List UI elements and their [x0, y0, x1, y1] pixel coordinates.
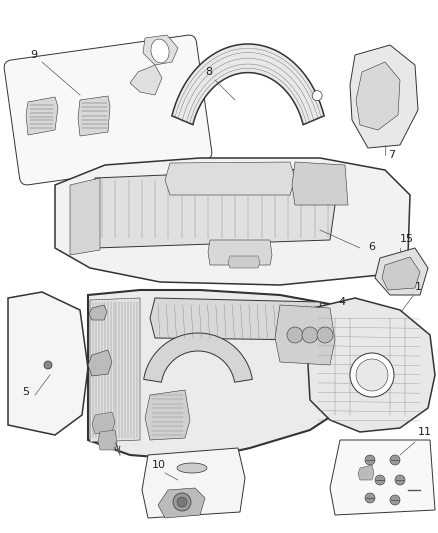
Polygon shape — [158, 488, 205, 518]
Text: 5: 5 — [22, 387, 29, 397]
Polygon shape — [88, 350, 112, 376]
Circle shape — [395, 475, 405, 485]
Circle shape — [177, 497, 187, 507]
Polygon shape — [90, 298, 140, 442]
Text: 7: 7 — [388, 150, 395, 160]
Polygon shape — [172, 44, 324, 125]
Polygon shape — [145, 390, 190, 440]
Circle shape — [356, 359, 388, 391]
Polygon shape — [350, 45, 418, 148]
Polygon shape — [70, 178, 100, 255]
Polygon shape — [382, 257, 420, 290]
Polygon shape — [88, 290, 365, 460]
Text: 8: 8 — [205, 67, 212, 77]
Polygon shape — [150, 298, 325, 340]
Circle shape — [390, 495, 400, 505]
Ellipse shape — [177, 463, 207, 473]
Circle shape — [365, 455, 375, 465]
Circle shape — [365, 493, 375, 503]
Polygon shape — [55, 158, 410, 285]
Polygon shape — [375, 248, 428, 295]
Polygon shape — [356, 62, 400, 130]
Polygon shape — [130, 65, 162, 95]
Circle shape — [287, 327, 303, 343]
Text: 9: 9 — [30, 50, 37, 60]
Circle shape — [44, 361, 52, 369]
Text: 4: 4 — [338, 297, 345, 307]
Polygon shape — [275, 305, 335, 365]
Circle shape — [302, 327, 318, 343]
Circle shape — [390, 455, 400, 465]
Circle shape — [375, 475, 385, 485]
Polygon shape — [98, 430, 117, 450]
Polygon shape — [26, 97, 58, 135]
Text: 15: 15 — [400, 234, 414, 244]
Polygon shape — [208, 240, 272, 265]
Ellipse shape — [151, 39, 169, 63]
Text: 1: 1 — [415, 282, 422, 292]
Polygon shape — [165, 162, 295, 195]
Polygon shape — [142, 448, 245, 518]
Polygon shape — [143, 35, 178, 65]
Circle shape — [350, 353, 394, 397]
Text: 11: 11 — [418, 427, 432, 437]
Polygon shape — [8, 292, 88, 435]
Polygon shape — [305, 298, 435, 432]
Text: 10: 10 — [152, 460, 166, 470]
Polygon shape — [358, 465, 374, 480]
FancyBboxPatch shape — [4, 35, 212, 185]
Text: 6: 6 — [368, 242, 375, 252]
Polygon shape — [144, 333, 252, 382]
Polygon shape — [92, 412, 115, 434]
Polygon shape — [78, 96, 110, 136]
Polygon shape — [88, 168, 335, 248]
Polygon shape — [89, 305, 107, 320]
Polygon shape — [330, 440, 435, 515]
Circle shape — [173, 493, 191, 511]
Polygon shape — [228, 256, 260, 268]
Polygon shape — [292, 162, 348, 205]
Circle shape — [312, 91, 322, 101]
Circle shape — [317, 327, 333, 343]
